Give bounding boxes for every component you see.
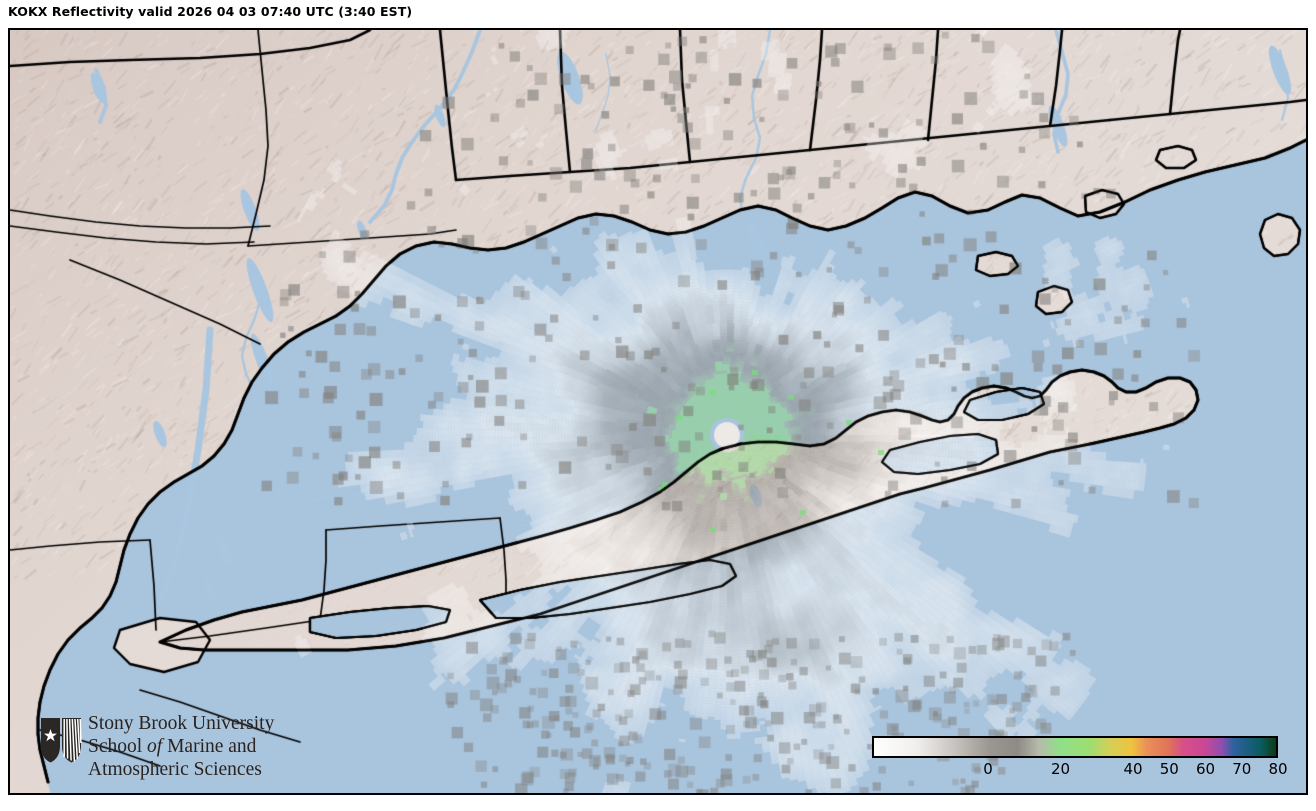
- colorbar-tick-80: 80: [1268, 760, 1288, 778]
- colorbar-tick-50: 50: [1159, 760, 1179, 778]
- logo-line-1: Stony Brook University: [88, 713, 275, 734]
- colorbar-tick-0: 0: [983, 760, 993, 778]
- radar-map-frame[interactable]: [8, 28, 1308, 795]
- colorbar-bar: [872, 736, 1278, 758]
- reflectivity-colorbar: 0 20 40 50 60 70 80: [872, 736, 1288, 778]
- shield-icon: [41, 718, 82, 763]
- page-title: KOKX Reflectivity valid 2026 04 03 07:40…: [8, 4, 413, 19]
- title-bar: KOKX Reflectivity valid 2026 04 03 07:40…: [0, 0, 1316, 28]
- logo-line-2-post: Marine and: [162, 736, 257, 757]
- logo-line-2: School of Marine and: [88, 735, 318, 758]
- colorbar-tick-20: 20: [1050, 760, 1071, 778]
- colorbar-tick-60: 60: [1195, 760, 1216, 778]
- colorbar-tick-70: 70: [1232, 760, 1252, 778]
- colorbar-tick-40: 40: [1123, 760, 1143, 778]
- logo-line-2-em: of: [147, 736, 163, 757]
- logo-text-block: Stony Brook University School of Marine …: [88, 712, 318, 781]
- logo-line-3: Atmospheric Sciences: [88, 759, 262, 780]
- stony-brook-logo: Stony Brook University School of Marine …: [40, 712, 310, 790]
- radar-map-canvas[interactable]: [10, 30, 1306, 793]
- colorbar-gradient: [874, 738, 1276, 756]
- logo-line-2-pre: School: [88, 736, 148, 757]
